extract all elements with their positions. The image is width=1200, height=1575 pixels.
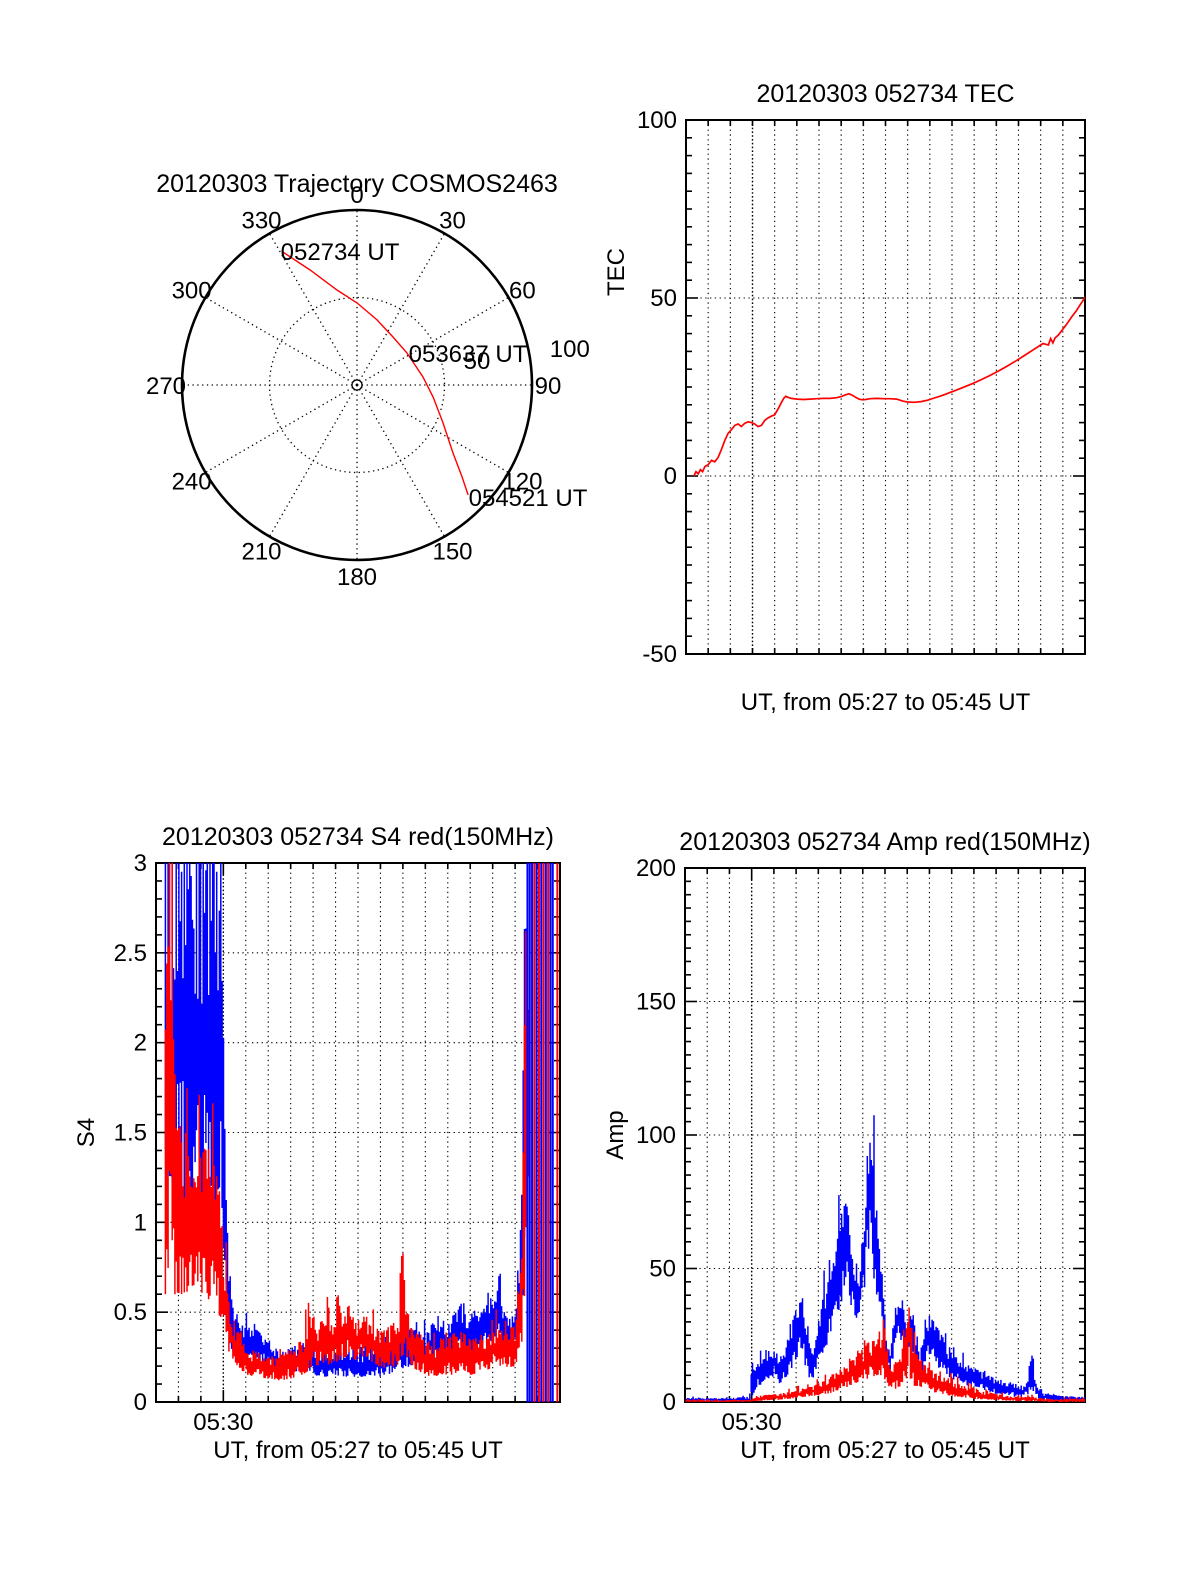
s4-ytick-label: 0 xyxy=(134,1389,147,1416)
amp-ytick-label: 0 xyxy=(663,1389,676,1416)
polar-angle-label: 270 xyxy=(146,373,186,400)
trajectory-curve xyxy=(282,251,469,496)
s4-saturated-zone xyxy=(526,863,559,1402)
polar-outer-ring xyxy=(180,208,534,562)
tec-plot: 100 50 0 -50 20120303 052734 TEC TEC UT, from … xyxy=(603,80,1086,716)
s4-ytick-label: 2.5 xyxy=(114,940,147,967)
s4-plot: 3 2.5 2 1.5 1 0.5 0 20120303 052734 S4 red(150M… xyxy=(73,823,561,1464)
s4-ylabel: S4 xyxy=(73,1118,100,1147)
tec-curve xyxy=(693,296,1085,477)
polar-spokes xyxy=(182,210,532,560)
amp-series-red xyxy=(685,1307,1085,1402)
polar-angle-label: 300 xyxy=(172,278,212,305)
amp-ytick-label: 100 xyxy=(636,1122,676,1149)
amp-ylabel: Amp xyxy=(602,1110,629,1159)
tec-frame xyxy=(685,119,1086,655)
tec-xlabel: UT, from 05:27 to 05:45 UT xyxy=(741,689,1031,716)
polar-angle-label: 240 xyxy=(172,469,212,496)
amp-plot: 200 150 100 50 0 20120303 052734 Amp red(150M… xyxy=(602,828,1091,1464)
polar-radius-label: 50 xyxy=(464,348,491,375)
s4-title: 20120303 052734 S4 red(150MHz) xyxy=(162,823,554,851)
trajectory-time-annotation: 053637 UT xyxy=(409,341,528,368)
trajectory-time-annotation: 052734 UT xyxy=(281,239,400,266)
polar-angle-label: 90 xyxy=(535,373,562,400)
polar-angle-label: 150 xyxy=(432,538,472,565)
polar-angle-label: 30 xyxy=(439,208,466,235)
polar-angle-label: 330 xyxy=(241,208,281,235)
amp-frame xyxy=(684,867,1086,1403)
s4-series-red xyxy=(164,863,530,1381)
s4-ytick-label: 3 xyxy=(134,850,147,877)
polar-radius-label: 100 xyxy=(550,336,590,363)
tec-ytick-label: 0 xyxy=(664,463,677,490)
tec-title: 20120303 052734 TEC xyxy=(756,80,1014,108)
tec-ytick-label: -50 xyxy=(642,641,677,668)
amp-ytick-label: 200 xyxy=(636,855,676,882)
trajectory-time-annotation: 054521 UT xyxy=(469,485,588,512)
amp-gridlines xyxy=(685,868,1085,1402)
tec-ytick-label: 50 xyxy=(650,285,677,312)
amp-ytick-label: 50 xyxy=(649,1256,676,1283)
s4-ytick-label: 2 xyxy=(134,1030,147,1057)
s4-ytick-label: 0.5 xyxy=(114,1299,147,1326)
s4-xtick-label: 05:30 xyxy=(193,1409,253,1436)
tec-ylabel: TEC xyxy=(603,248,630,296)
s4-frame xyxy=(155,862,561,1403)
s4-ytick-label: 1.5 xyxy=(114,1120,147,1147)
amp-xtick-label: 05:30 xyxy=(722,1409,782,1436)
trajectory-title: 20120303 Trajectory COSMOS2463 xyxy=(156,170,558,198)
s4-ytick-label: 1 xyxy=(134,1209,147,1236)
polar-angle-label: 180 xyxy=(337,564,377,591)
tec-ytick-label: 100 xyxy=(637,107,677,134)
amp-title: 20120303 052734 Amp red(150MHz) xyxy=(679,828,1090,856)
polar-angle-label: 60 xyxy=(509,278,536,305)
polar-angle-label: 120 xyxy=(502,469,542,496)
polar-angle-label: 210 xyxy=(241,538,281,565)
s4-xlabel: UT, from 05:27 to 05:45 UT xyxy=(213,1437,503,1464)
tec-ticks xyxy=(685,119,1086,655)
amp-ytick-label: 150 xyxy=(636,989,676,1016)
tec-gridlines xyxy=(686,120,1085,654)
amp-xlabel: UT, from 05:27 to 05:45 UT xyxy=(740,1437,1030,1464)
polar-angle-label: 0 xyxy=(350,182,363,209)
